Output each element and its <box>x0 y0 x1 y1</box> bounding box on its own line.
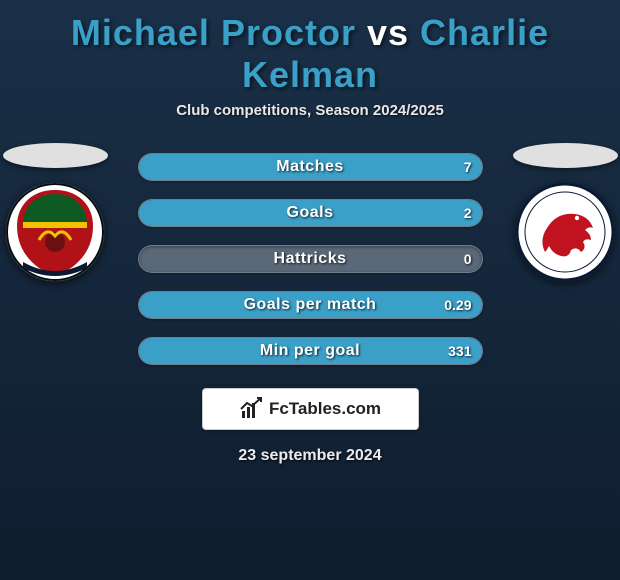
stat-value-right: 0.29 <box>444 297 471 313</box>
stat-label: Matches <box>276 158 344 176</box>
vs-text: vs <box>367 12 409 53</box>
stat-value-right: 0 <box>464 251 472 267</box>
player2-club-crest <box>515 182 615 282</box>
stat-value-right: 7 <box>464 159 472 175</box>
stat-label: Goals <box>287 204 334 222</box>
player1-name: Michael Proctor <box>71 12 356 53</box>
stat-bars: Matches 7 Goals 2 Hattricks 0 Goals per match 0… <box>138 149 483 365</box>
stat-label: Hattricks <box>274 250 347 268</box>
brand-badge: FcTables.com <box>203 389 418 429</box>
player1-club-crest <box>5 182 105 282</box>
stat-row: Matches 7 <box>138 153 483 181</box>
comparison-title: Michael Proctor vs Charlie Kelman <box>0 0 620 102</box>
content-area: Matches 7 Goals 2 Hattricks 0 Goals per match 0… <box>0 149 620 365</box>
player1-headshot <box>3 143 108 168</box>
subtitle: Club competitions, Season 2024/2025 <box>0 102 620 119</box>
stat-label: Goals per match <box>244 296 377 314</box>
player1-column <box>0 143 110 282</box>
player2-headshot <box>513 143 618 168</box>
stat-row: Goals per match 0.29 <box>138 291 483 319</box>
date-stamp: 23 september 2024 <box>0 447 620 465</box>
brand-chart-icon <box>239 397 263 421</box>
stat-value-right: 2 <box>464 205 472 221</box>
stat-value-right: 331 <box>448 343 471 359</box>
stat-label: Min per goal <box>260 342 360 360</box>
stat-row: Min per goal 331 <box>138 337 483 365</box>
stat-row: Hattricks 0 <box>138 245 483 273</box>
stat-row: Goals 2 <box>138 199 483 227</box>
brand-text: FcTables.com <box>269 399 381 419</box>
player2-column <box>510 143 620 282</box>
